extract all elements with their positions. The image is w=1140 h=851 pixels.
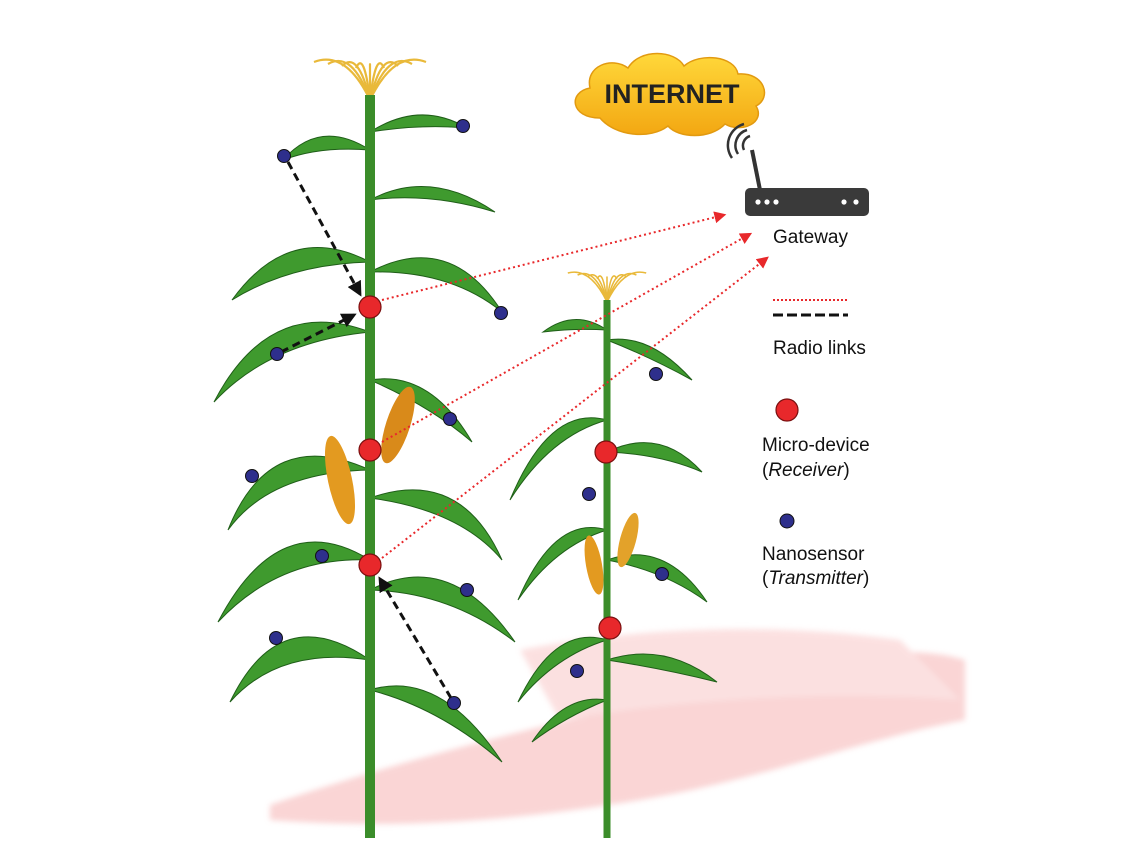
legend-transmitter-icon bbox=[780, 514, 794, 528]
wifi-waves bbox=[728, 124, 750, 158]
nanosensor bbox=[448, 697, 461, 710]
paren: ) bbox=[843, 460, 849, 481]
leaf bbox=[218, 542, 370, 622]
leaf bbox=[232, 248, 370, 300]
micro-device bbox=[359, 439, 381, 461]
cloud-label: INTERNET bbox=[605, 79, 741, 109]
nanosensor bbox=[271, 348, 284, 361]
router-body bbox=[745, 188, 869, 216]
legend-links-label: Radio links bbox=[773, 338, 866, 359]
nanosensor bbox=[495, 307, 508, 320]
body: INTERNET Gateway Radio links Micro-devic… bbox=[0, 0, 1140, 851]
leaf bbox=[370, 187, 495, 212]
corn-cob bbox=[581, 534, 607, 596]
leaf bbox=[607, 443, 702, 472]
nanosensor bbox=[571, 665, 584, 678]
nanosensor bbox=[461, 584, 474, 597]
nanosensor bbox=[246, 470, 259, 483]
internet-cloud: INTERNET bbox=[575, 54, 764, 136]
antenna bbox=[752, 150, 760, 190]
gateway: Gateway bbox=[728, 124, 869, 248]
micro-device bbox=[599, 617, 621, 639]
leaf bbox=[370, 490, 502, 560]
black-link bbox=[288, 162, 360, 294]
legend-receiver-icon bbox=[776, 399, 798, 421]
leaf bbox=[370, 577, 515, 642]
page: Crop nanosensor network {"cloud": {"labe… bbox=[0, 0, 1140, 851]
micro-device bbox=[359, 554, 381, 576]
nanosensor bbox=[457, 120, 470, 133]
nanosensor bbox=[656, 568, 669, 581]
nanosensor bbox=[444, 413, 457, 426]
role: Transmitter bbox=[768, 568, 863, 589]
nanosensor bbox=[583, 488, 596, 501]
nanosensor bbox=[316, 550, 329, 563]
corn-cob bbox=[374, 383, 422, 467]
legend-receiver-label: Micro-device bbox=[762, 435, 870, 456]
micro-device bbox=[595, 441, 617, 463]
legend-transmitter-role: (Transmitter) bbox=[762, 568, 869, 589]
leaf bbox=[370, 258, 502, 312]
paren: ) bbox=[863, 568, 869, 589]
corn-cob bbox=[319, 433, 361, 526]
nanosensor bbox=[270, 632, 283, 645]
leaf bbox=[510, 418, 607, 500]
gateway-label: Gateway bbox=[773, 227, 848, 248]
red-link bbox=[382, 215, 724, 300]
leaf bbox=[283, 136, 370, 160]
leaf bbox=[370, 115, 467, 132]
nanosensor bbox=[278, 150, 291, 163]
nanosensor bbox=[650, 368, 663, 381]
leaf bbox=[230, 637, 370, 702]
diagram: INTERNET Gateway Radio links Micro-devic… bbox=[0, 0, 1140, 851]
role: Receiver bbox=[768, 460, 844, 481]
radio-links bbox=[281, 162, 767, 698]
legend-receiver-role: (Receiver) bbox=[762, 460, 850, 481]
legend-transmitter-label: Nanosensor bbox=[762, 544, 865, 565]
leaf bbox=[214, 322, 370, 402]
micro-device bbox=[359, 296, 381, 318]
legend: Radio links Micro-device (Receiver) Nano… bbox=[762, 300, 870, 589]
